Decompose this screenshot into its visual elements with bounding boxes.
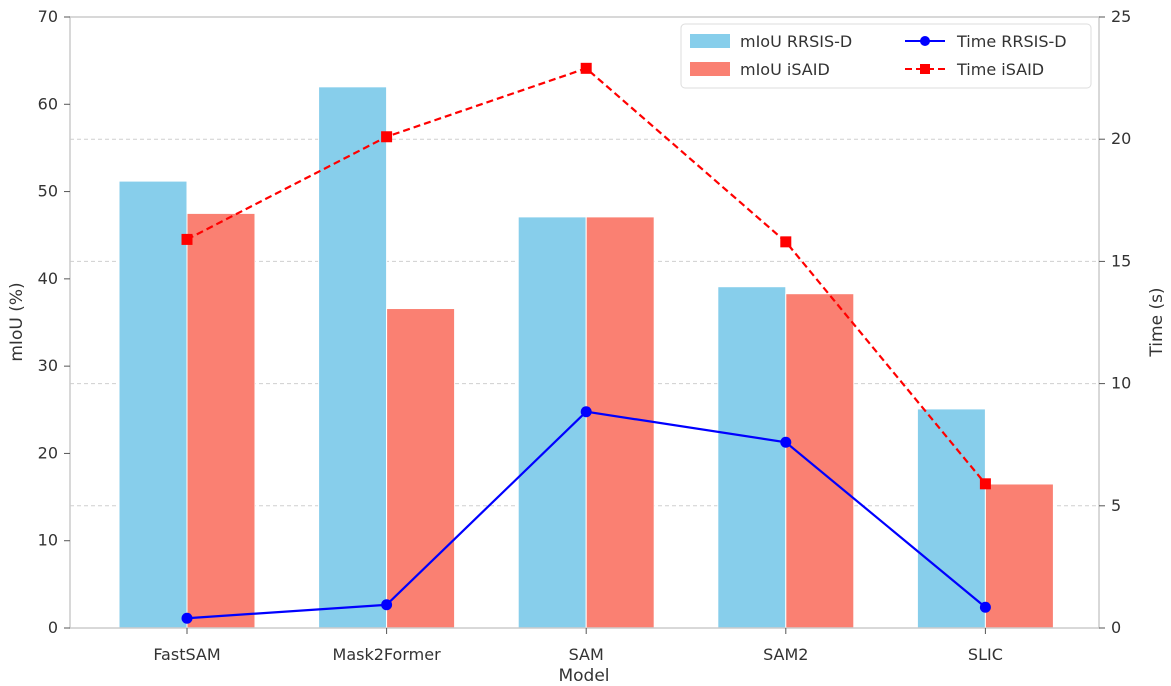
series-point-0 [381, 599, 393, 611]
series-point-1 [580, 62, 592, 74]
bars [118, 86, 1054, 629]
bar-isaid [785, 293, 855, 629]
y-tick-label: 10 [38, 531, 58, 550]
series-point-1 [780, 236, 792, 248]
legend-label-line-0: Time RRSIS-D [956, 32, 1067, 51]
y2-tick-label: 25 [1111, 7, 1131, 26]
legend-swatch-bar-0 [690, 34, 730, 48]
y-tick-label: 40 [38, 269, 58, 288]
series-point-1 [979, 478, 991, 490]
x-tick-label: SLIC [968, 645, 1003, 664]
y2-tick-label: 5 [1111, 496, 1121, 515]
lines [181, 62, 991, 624]
y2-axis-title: Time (s) [1147, 287, 1167, 357]
y-tick-label: 30 [38, 356, 58, 375]
series-point-0 [780, 436, 792, 448]
legend: mIoU RRSIS-D mIoU iSAID Time RRSIS-D Tim… [680, 23, 1092, 89]
bar-rrsis-d [916, 408, 986, 629]
bar-isaid [585, 216, 655, 629]
series-point-0 [979, 601, 991, 613]
right-axis: 0 5 10 15 20 25 [1099, 7, 1131, 637]
y2-tick-label: 20 [1111, 129, 1131, 148]
x-tick-label: SAM2 [763, 645, 808, 664]
left-axis: 0 10 20 30 40 50 60 70 [38, 7, 70, 637]
x-tick-label: FastSAM [153, 645, 220, 664]
y2-tick-label: 15 [1111, 251, 1131, 270]
legend-swatch-bar-1 [690, 62, 730, 76]
x-tick-label: Mask2Former [333, 645, 442, 664]
bar-isaid [386, 308, 456, 629]
legend-marker-1 [920, 64, 930, 74]
bar-rrsis-d [118, 180, 188, 629]
y-tick-label: 20 [38, 443, 58, 462]
y-tick-label: 60 [38, 94, 58, 113]
y-tick-label: 70 [38, 7, 58, 26]
y-tick-label: 0 [48, 618, 58, 637]
series-point-1 [381, 131, 393, 143]
legend-frame [680, 23, 1092, 89]
x-axis: FastSAM Mask2Former SAM SAM2 SLIC [153, 628, 1003, 664]
y2-tick-label: 0 [1111, 618, 1121, 637]
legend-label-bar-1: mIoU iSAID [740, 60, 830, 79]
y2-tick-label: 10 [1111, 374, 1131, 393]
series-point-1 [181, 233, 193, 245]
x-tick-label: SAM [569, 645, 604, 664]
bar-isaid [984, 483, 1054, 629]
legend-marker-0 [920, 36, 930, 46]
series-point-0 [181, 612, 193, 624]
x-axis-title: Model [558, 666, 609, 686]
series-point-0 [580, 406, 592, 418]
bar-rrsis-d [717, 286, 787, 629]
legend-label-bar-0: mIoU RRSIS-D [740, 32, 852, 51]
plot-frame [69, 16, 1100, 629]
bar-isaid [186, 212, 256, 629]
y-tick-label: 50 [38, 182, 58, 201]
legend-label-line-1: Time iSAID [956, 60, 1044, 79]
y-axis-title: mIoU (%) [7, 282, 27, 361]
bar-rrsis-d [318, 86, 388, 629]
